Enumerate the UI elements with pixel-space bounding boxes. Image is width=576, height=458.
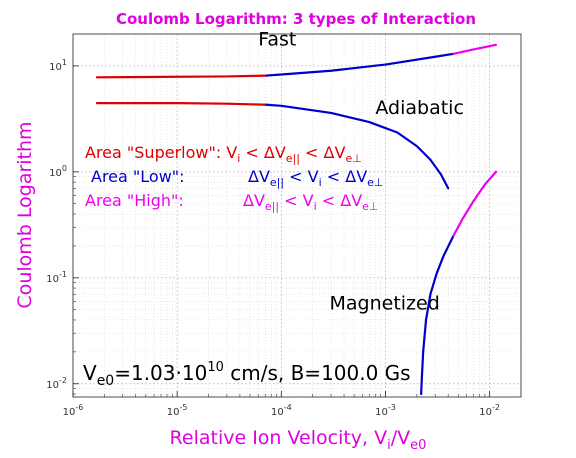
x-tick-label: 10-4 [271,403,292,418]
x-tick-label: 10-2 [479,403,500,418]
parameter-text: Ve0=1.03·1010 cm/s, B=100.0 Gs [83,360,411,389]
series-fast [95,43,498,79]
series-layer [95,43,498,396]
line-fast-superlow [95,74,268,79]
y-tick-labels: 10-2 10-1 100 101 [46,58,67,391]
series-adiabatic [95,102,450,190]
annotation-superlow: Area "Superlow": Vi < ΔVe|| < ΔVe⊥ [85,143,362,165]
x-tick-label: 10-6 [63,403,84,418]
line-magnetized-low [420,234,455,396]
chart-title: Coulomb Logarithm: 3 types of Interactio… [116,10,476,28]
x-axis-title: Relative Ion Velocity, Vi/Ve0 [170,427,427,453]
plot-frame [72,33,522,398]
x-tick-label: 10-5 [167,403,188,418]
line-adiabatic-superlow [95,102,268,106]
line-fast-low [265,52,455,77]
curve-label-adiabatic: Adiabatic [375,97,464,119]
curve-label-fast: Fast [258,29,296,51]
y-tick-label: 10-2 [46,376,67,391]
y-tick-label: 101 [49,58,67,73]
line-adiabatic-low [265,103,450,190]
x-tick-labels: 10-6 10-5 10-4 10-3 10-2 [63,403,500,418]
y-tick-label: 100 [49,164,67,179]
line-fast-high [452,43,498,55]
y-axis-title: Coulomb Logarithm [14,121,36,308]
annotation-low-formula: ΔVe|| < Vi < ΔVe⊥ [248,167,384,189]
line-magnetized-high [452,170,498,237]
annotation-high-formula: ΔVe|| < Vi < ΔVe⊥ [243,191,379,213]
annotation-low-label: Area "Low": [91,167,185,186]
minor-grid [73,34,521,397]
y-tick-label: 10-1 [46,270,67,285]
curve-labels: Fast Adiabatic Magnetized [258,29,464,315]
tick-marks [72,65,491,397]
x-tick-label: 10-3 [375,403,396,418]
series-magnetized [420,170,498,396]
curve-label-magnetized: Magnetized [329,293,439,315]
annotation-high-label: Area "High": [85,191,184,210]
